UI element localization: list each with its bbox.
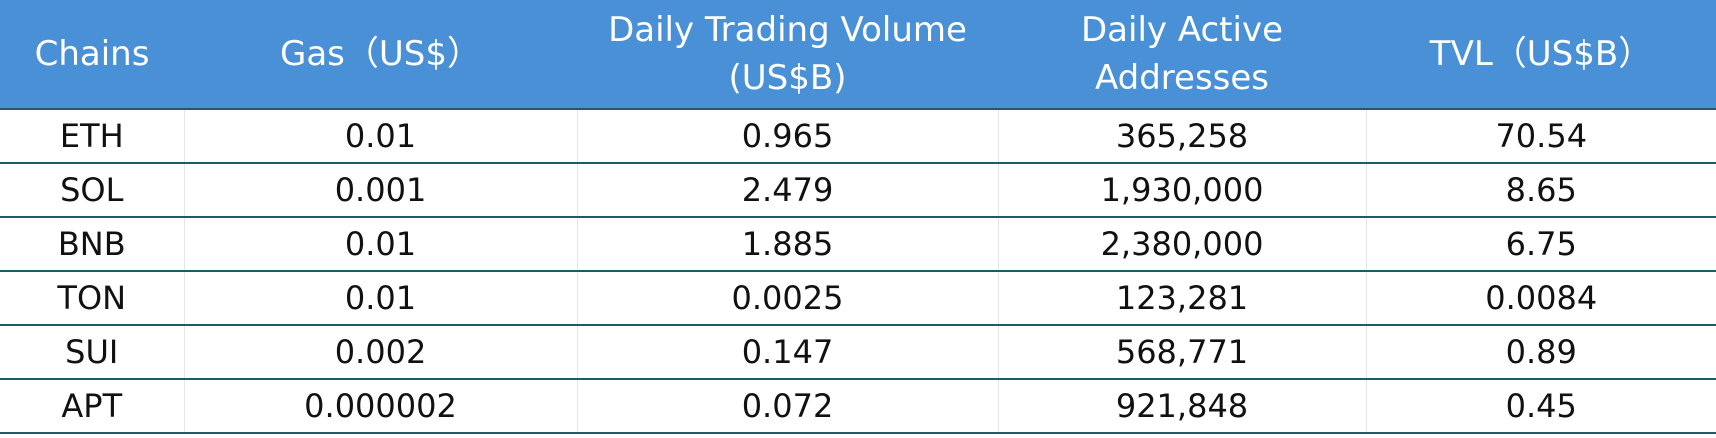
table-cell: 0.0084: [1365, 271, 1716, 326]
table-cell: 2.479: [576, 163, 998, 218]
table-cell: 365,258: [997, 109, 1366, 164]
table-cell: TON: [0, 271, 184, 326]
table-cell: 0.002: [183, 325, 577, 380]
table-row: ETH 0.01 0.965 365,258 70.54: [0, 109, 1716, 164]
table-row: SUI 0.002 0.147 568,771 0.89: [0, 325, 1716, 380]
table-cell: 0.001: [183, 163, 577, 218]
header-cell: Gas（US$）: [184, 0, 577, 110]
table-cell: 2,380,000: [997, 217, 1366, 272]
header-cell: TVL（US$B）: [1366, 0, 1716, 110]
table-cell: SOL: [0, 163, 184, 218]
header-row: Chains Gas（US$） Daily Trading Volume (US$B…: [0, 0, 1716, 110]
table-body: ETH 0.01 0.965 365,258 70.54 SOL 0.001 2.479 1,9…: [0, 109, 1716, 434]
header-cell: Daily Active Addresses: [998, 0, 1366, 110]
table-row: TON 0.01 0.0025 123,281 0.0084: [0, 271, 1716, 326]
table-cell: 70.54: [1365, 109, 1716, 164]
table-cell: 1.885: [576, 217, 998, 272]
table-cell: 0.000002: [183, 379, 577, 434]
header-cell: Chains: [0, 0, 184, 110]
table-cell: 0.072: [576, 379, 998, 434]
table-cell: SUI: [0, 325, 184, 380]
table-cell: 123,281: [997, 271, 1366, 326]
table-cell: 0.965: [576, 109, 998, 164]
table-row: BNB 0.01 1.885 2,380,000 6.75: [0, 217, 1716, 272]
table-cell: 0.0025: [576, 271, 998, 326]
table-cell: BNB: [0, 217, 184, 272]
table-cell: ETH: [0, 109, 184, 164]
table-cell: 0.01: [183, 109, 577, 164]
table-cell: 0.147: [576, 325, 998, 380]
table-row: SOL 0.001 2.479 1,930,000 8.65: [0, 163, 1716, 218]
table-cell: 6.75: [1365, 217, 1716, 272]
table-cell: 0.45: [1365, 379, 1716, 434]
table-cell: 0.89: [1365, 325, 1716, 380]
table-cell: 568,771: [997, 325, 1366, 380]
table-cell: 0.01: [183, 271, 577, 326]
table-cell: 8.65: [1365, 163, 1716, 218]
table-row: APT 0.000002 0.072 921,848 0.45: [0, 379, 1716, 434]
table-cell: 921,848: [997, 379, 1366, 434]
table-cell: 1,930,000: [997, 163, 1366, 218]
table-cell: APT: [0, 379, 184, 434]
table-cell: 0.01: [183, 217, 577, 272]
header-cell: Daily Trading Volume (US$B): [577, 0, 998, 110]
